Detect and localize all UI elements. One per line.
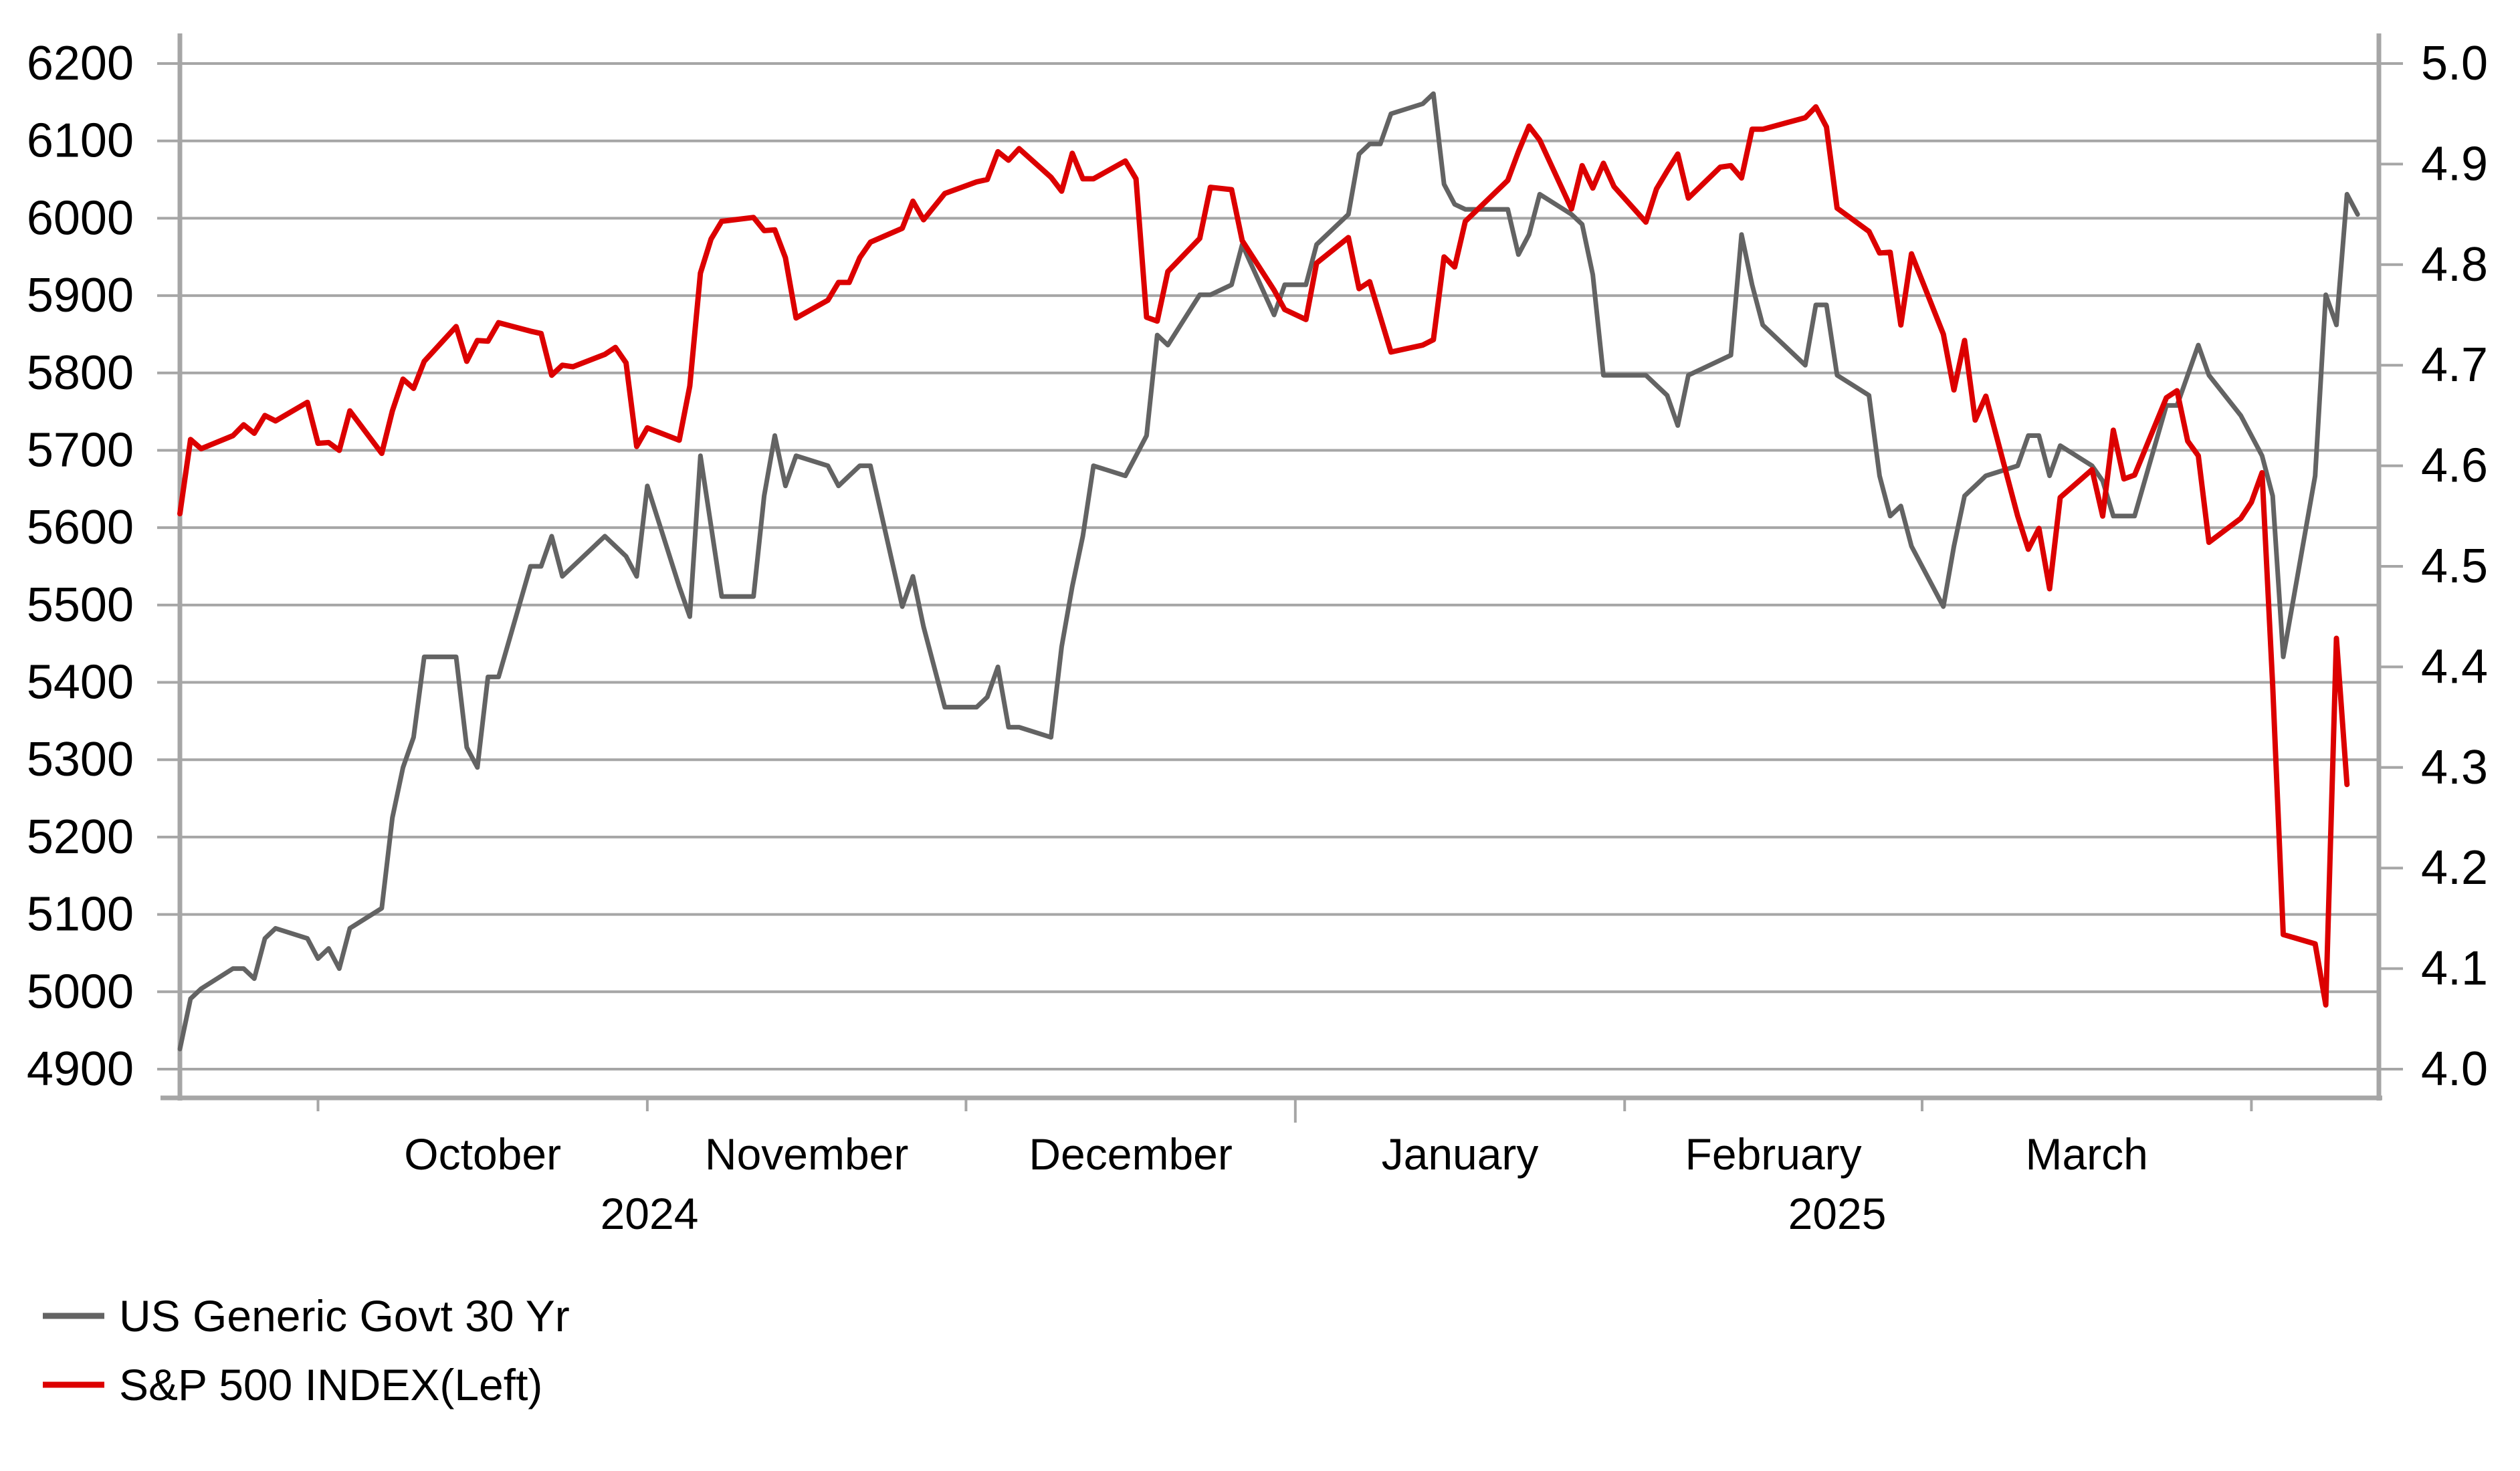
right-axis-label-5.0: 5.0 bbox=[2421, 37, 2488, 90]
left-axis-label-6100: 6100 bbox=[27, 114, 134, 168]
right-axis-label-4.8: 4.8 bbox=[2421, 238, 2488, 292]
legend-label-0: US Generic Govt 30 Yr bbox=[119, 1291, 570, 1341]
left-axis-label-6000: 6000 bbox=[27, 191, 134, 245]
x-axis-month-december: December bbox=[1029, 1129, 1232, 1179]
left-axis-label-5200: 5200 bbox=[27, 810, 134, 864]
right-axis-label-4.9: 4.9 bbox=[2421, 137, 2488, 191]
legend-label-1: S&P 500 INDEX(Left) bbox=[119, 1360, 542, 1409]
right-axis-label-4.1: 4.1 bbox=[2421, 942, 2488, 996]
right-axis-label-4.4: 4.4 bbox=[2421, 640, 2488, 693]
x-axis-year-2025: 2025 bbox=[1788, 1189, 1887, 1238]
x-axis-month-march: March bbox=[2026, 1129, 2148, 1179]
x-axis-month-october: October bbox=[404, 1129, 561, 1179]
right-axis-label-4.5: 4.5 bbox=[2421, 540, 2488, 593]
left-axis-label-5100: 5100 bbox=[27, 888, 134, 941]
right-axis-label-4.7: 4.7 bbox=[2421, 338, 2488, 392]
left-axis-label-5600: 5600 bbox=[27, 501, 134, 554]
left-axis-label-5000: 5000 bbox=[27, 965, 134, 1018]
right-axis-label-4.3: 4.3 bbox=[2421, 741, 2488, 794]
x-axis-month-november: November bbox=[705, 1129, 908, 1179]
left-axis-label-5900: 5900 bbox=[27, 269, 134, 322]
right-axis-label-4.2: 4.2 bbox=[2421, 841, 2488, 895]
left-axis-label-5300: 5300 bbox=[27, 733, 134, 786]
left-axis-label-4900: 4900 bbox=[27, 1042, 134, 1096]
right-axis-label-4.0: 4.0 bbox=[2421, 1042, 2488, 1096]
left-axis-label-6200: 6200 bbox=[27, 37, 134, 90]
left-axis-label-5800: 5800 bbox=[27, 346, 134, 400]
x-axis-month-february: February bbox=[1685, 1129, 1862, 1179]
x-axis-year-2024: 2024 bbox=[601, 1189, 699, 1238]
left-axis-label-5400: 5400 bbox=[27, 656, 134, 709]
x-axis-month-january: January bbox=[1382, 1129, 1539, 1179]
sp500-line bbox=[177, 104, 2350, 1008]
right-axis-label-4.6: 4.6 bbox=[2421, 439, 2488, 493]
left-axis-label-5500: 5500 bbox=[27, 578, 134, 632]
us-30yr-line bbox=[177, 91, 2360, 1052]
left-axis-label-5700: 5700 bbox=[27, 423, 134, 477]
